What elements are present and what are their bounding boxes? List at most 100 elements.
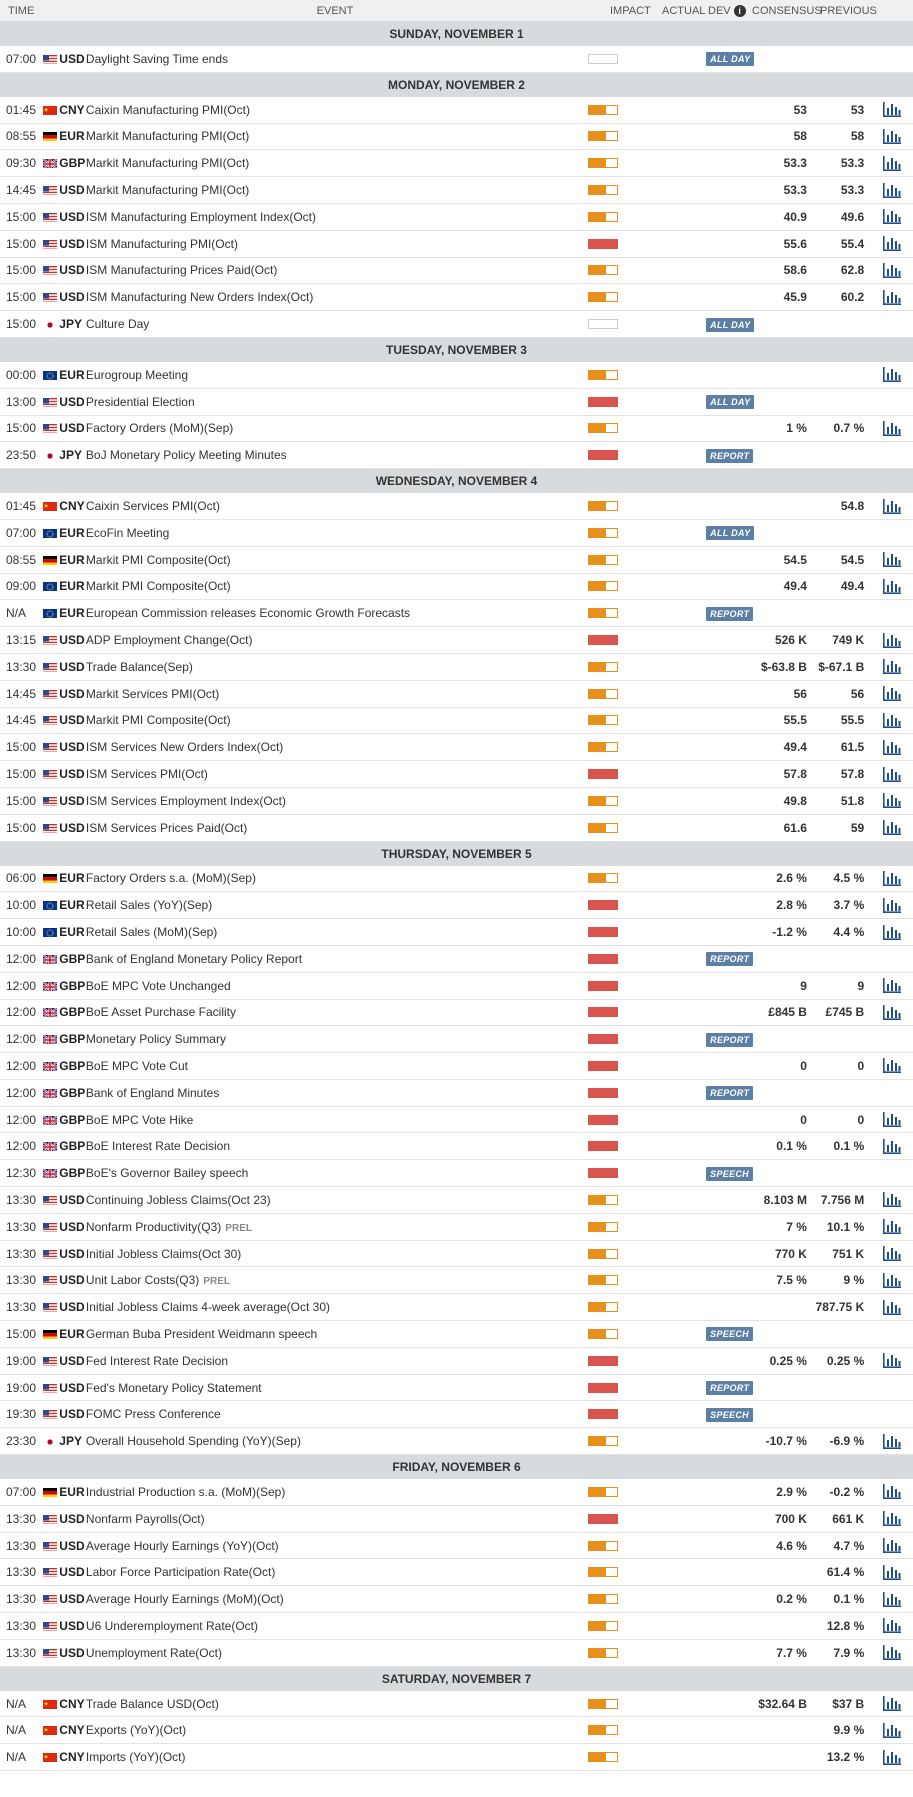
event-row[interactable]: 12:00 GBP BoE MPC Vote Unchanged 9 9: [0, 973, 913, 1000]
bar-chart-icon[interactable]: [882, 1058, 901, 1074]
bar-chart-icon[interactable]: [882, 1353, 901, 1369]
bar-chart-icon[interactable]: [882, 1484, 901, 1500]
chart-button[interactable]: [870, 1645, 913, 1661]
bar-chart-icon[interactable]: [882, 766, 901, 782]
chart-button[interactable]: [870, 236, 913, 252]
event-row[interactable]: 23:30 JPY Overall Household Spending (YoY)…: [0, 1428, 913, 1456]
event-name[interactable]: ISM Services Employment Index(Oct): [85, 793, 286, 808]
chart-button[interactable]: [870, 1511, 913, 1527]
event-row[interactable]: 14:45 USD Markit Services PMI(Oct) 56 56: [0, 681, 913, 708]
bar-chart-icon[interactable]: [882, 712, 901, 728]
event-name-cell[interactable]: Markit Services PMI(Oct): [86, 687, 588, 701]
event-row[interactable]: 12:00 GBP BoE MPC Vote Cut 0 0: [0, 1053, 913, 1080]
chart-button[interactable]: [870, 1484, 913, 1500]
event-name[interactable]: Unit Labor Costs(Q3): [85, 1273, 200, 1288]
event-row[interactable]: N/A EUR European Commission releases Econo…: [0, 600, 913, 628]
event-row[interactable]: 12:00 GBP BoE Interest Rate Decision 0.1 % 0…: [0, 1133, 913, 1161]
event-name[interactable]: Eurogroup Meeting: [85, 367, 188, 382]
event-name-cell[interactable]: Markit PMI Composite(Oct): [86, 579, 588, 593]
chart-button[interactable]: [870, 1246, 913, 1262]
event-name[interactable]: Overall Household Spending (YoY)(Sep): [85, 1434, 301, 1449]
chart-button[interactable]: [870, 1591, 913, 1607]
event-name-cell[interactable]: Markit Manufacturing PMI(Oct): [86, 183, 588, 197]
event-name[interactable]: ISM Manufacturing New Orders Index(Oct): [85, 290, 314, 305]
event-row[interactable]: 13:30 USD Continuing Jobless Claims(Oct 23…: [0, 1187, 913, 1214]
bar-chart-icon[interactable]: [882, 632, 901, 648]
chart-button[interactable]: [870, 182, 913, 198]
bar-chart-icon[interactable]: [882, 897, 901, 913]
event-name[interactable]: Markit Manufacturing PMI(Oct): [85, 129, 250, 144]
event-name[interactable]: Caixin Manufacturing PMI(Oct): [85, 102, 250, 117]
bar-chart-icon[interactable]: [882, 1272, 901, 1288]
bar-chart-icon[interactable]: [882, 739, 901, 755]
chart-button[interactable]: [870, 1564, 913, 1580]
bar-chart-icon[interactable]: [882, 1591, 901, 1607]
bar-chart-icon[interactable]: [882, 128, 901, 144]
event-row[interactable]: 19:30 USD FOMC Press Conference SPEECH: [0, 1401, 913, 1429]
event-row[interactable]: 13:30 USD Trade Balance(Sep) $-63.8 B $-67.1…: [0, 654, 913, 681]
event-row[interactable]: 09:30 GBP Markit Manufacturing PMI(Oct) 53.…: [0, 150, 913, 178]
event-row[interactable]: 15:00 USD ISM Manufacturing New Orders Ind…: [0, 284, 913, 312]
event-name-cell[interactable]: Caixin Manufacturing PMI(Oct): [86, 103, 588, 117]
event-name[interactable]: Average Hourly Earnings (YoY)(Oct): [85, 1538, 279, 1553]
event-row[interactable]: 19:00 USD Fed Interest Rate Decision 0.25 %…: [0, 1348, 913, 1375]
bar-chart-icon[interactable]: [882, 870, 901, 886]
event-row[interactable]: 13:30 USD Labor Force Participation Rate(O…: [0, 1559, 913, 1587]
event-name-cell[interactable]: Labor Force Participation Rate(Oct): [86, 1565, 588, 1579]
event-row[interactable]: N/A CNY Exports (YoY)(Oct) 9.9 %: [0, 1717, 913, 1745]
info-icon[interactable]: i: [733, 4, 746, 17]
event-name-cell[interactable]: BoE's Governor Bailey speech: [86, 1166, 588, 1180]
chart-button[interactable]: [870, 367, 913, 383]
event-row[interactable]: 13:30 USD Average Hourly Earnings (YoY)(Oc…: [0, 1533, 913, 1560]
event-name[interactable]: Fed's Monetary Policy Statement: [85, 1380, 262, 1395]
event-name-cell[interactable]: BoE Asset Purchase Facility: [86, 1005, 588, 1019]
event-name-cell[interactable]: ISM Manufacturing Prices Paid(Oct): [86, 263, 588, 277]
chart-button[interactable]: [870, 897, 913, 913]
event-name-cell[interactable]: Nonfarm Payrolls(Oct): [86, 1512, 588, 1526]
event-name[interactable]: BoE MPC Vote Unchanged: [85, 978, 231, 993]
event-name[interactable]: Unemployment Rate(Oct): [85, 1645, 222, 1660]
event-name[interactable]: German Buba President Weidmann speech: [85, 1326, 318, 1341]
event-row[interactable]: 07:00 USD Daylight Saving Time ends ALL DAY: [0, 46, 913, 73]
event-row[interactable]: 12:30 GBP BoE's Governor Bailey speech SPEE…: [0, 1160, 913, 1188]
bar-chart-icon[interactable]: [882, 1299, 901, 1315]
bar-chart-icon[interactable]: [882, 1246, 901, 1262]
bar-chart-icon[interactable]: [882, 236, 901, 252]
event-name-cell[interactable]: Markit Manufacturing PMI(Oct): [86, 156, 588, 170]
event-name[interactable]: ISM Services PMI(Oct): [85, 767, 208, 782]
chart-button[interactable]: [870, 712, 913, 728]
col-impact-header[interactable]: IMPACT: [610, 4, 651, 17]
event-name-cell[interactable]: ISM Manufacturing PMI(Oct): [86, 237, 588, 251]
event-name-cell[interactable]: ADP Employment Change(Oct): [86, 633, 588, 647]
event-name[interactable]: ISM Manufacturing PMI(Oct): [85, 236, 238, 251]
event-name[interactable]: Fed Interest Rate Decision: [85, 1353, 228, 1368]
event-name-cell[interactable]: BoE MPC Vote Cut: [86, 1059, 588, 1073]
bar-chart-icon[interactable]: [882, 978, 901, 994]
event-name[interactable]: BoE's Governor Bailey speech: [85, 1166, 249, 1181]
bar-chart-icon[interactable]: [882, 578, 901, 594]
bar-chart-icon[interactable]: [882, 1004, 901, 1020]
event-row[interactable]: 15:00 USD ISM Manufacturing Prices Paid(Oc…: [0, 258, 913, 285]
chart-button[interactable]: [870, 739, 913, 755]
chart-button[interactable]: [870, 1058, 913, 1074]
bar-chart-icon[interactable]: [882, 1138, 901, 1154]
bar-chart-icon[interactable]: [882, 793, 901, 809]
chart-button[interactable]: [870, 128, 913, 144]
chart-button[interactable]: [870, 1004, 913, 1020]
event-row[interactable]: 23:50 JPY BoJ Monetary Policy Meeting Minu…: [0, 442, 913, 470]
bar-chart-icon[interactable]: [882, 686, 901, 702]
chart-button[interactable]: [870, 552, 913, 568]
event-name[interactable]: BoE MPC Vote Cut: [85, 1058, 188, 1073]
event-name[interactable]: Culture Day: [85, 317, 150, 332]
event-name-cell[interactable]: Eurogroup Meeting: [86, 368, 588, 382]
event-name-cell[interactable]: Markit PMI Composite(Oct): [86, 713, 588, 727]
bar-chart-icon[interactable]: [882, 420, 901, 436]
chart-button[interactable]: [870, 1722, 913, 1738]
event-row[interactable]: 13:30 USD Unit Labor Costs(Q3) PREL 7.5 % 9 %: [0, 1267, 913, 1295]
event-row[interactable]: 15:00 USD ISM Manufacturing PMI(Oct) 55.6 55…: [0, 231, 913, 258]
event-row[interactable]: 12:00 GBP Bank of England Monetary Policy …: [0, 946, 913, 973]
event-name[interactable]: Caixin Services PMI(Oct): [85, 499, 220, 514]
event-row[interactable]: 13:30 USD Initial Jobless Claims 4-week av…: [0, 1294, 913, 1322]
event-row[interactable]: 10:00 EUR Retail Sales (YoY)(Sep) 2.8 % 3.7 …: [0, 892, 913, 920]
event-row[interactable]: 12:00 GBP BoE MPC Vote Hike 0 0: [0, 1107, 913, 1134]
